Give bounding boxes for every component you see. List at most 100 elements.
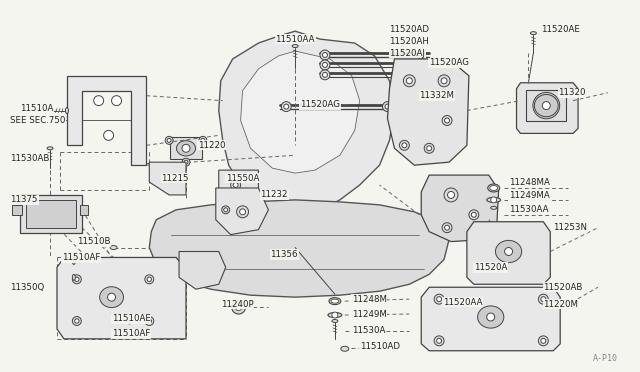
Circle shape <box>542 102 550 110</box>
Polygon shape <box>216 188 268 235</box>
Circle shape <box>199 137 207 144</box>
Text: 11520AD: 11520AD <box>390 25 429 34</box>
Text: 11510AD: 11510AD <box>360 342 400 351</box>
Circle shape <box>399 140 410 150</box>
Text: 11520AB: 11520AB <box>543 283 582 292</box>
Ellipse shape <box>328 312 342 318</box>
Ellipse shape <box>341 346 349 351</box>
Text: 11375: 11375 <box>10 195 38 204</box>
Circle shape <box>320 60 330 70</box>
Text: 11520AJ: 11520AJ <box>390 48 426 58</box>
Circle shape <box>487 313 495 321</box>
Circle shape <box>504 247 513 256</box>
Circle shape <box>538 294 548 304</box>
Circle shape <box>442 223 452 232</box>
Circle shape <box>196 264 202 270</box>
Circle shape <box>182 144 190 152</box>
Text: 11510AF: 11510AF <box>62 253 100 262</box>
Circle shape <box>75 319 79 323</box>
Circle shape <box>165 137 173 144</box>
Text: 11530A: 11530A <box>352 326 385 336</box>
Text: 11215: 11215 <box>161 174 189 183</box>
Circle shape <box>323 73 328 77</box>
Circle shape <box>237 206 248 218</box>
Ellipse shape <box>534 94 558 117</box>
Ellipse shape <box>495 240 522 263</box>
Text: 11510B: 11510B <box>77 237 110 246</box>
Ellipse shape <box>491 206 497 209</box>
Circle shape <box>235 304 242 311</box>
Polygon shape <box>179 251 226 289</box>
Circle shape <box>444 188 458 202</box>
Text: 11240P: 11240P <box>221 299 253 309</box>
Text: 11510AF: 11510AF <box>111 329 150 339</box>
Text: 11248M: 11248M <box>352 295 387 304</box>
Polygon shape <box>387 59 469 165</box>
Ellipse shape <box>292 45 298 48</box>
Circle shape <box>403 75 415 87</box>
Ellipse shape <box>329 298 341 305</box>
Circle shape <box>402 143 407 148</box>
Circle shape <box>221 206 230 214</box>
Circle shape <box>182 158 190 166</box>
Polygon shape <box>421 175 499 241</box>
Polygon shape <box>67 76 147 165</box>
Text: 11510AE: 11510AE <box>111 314 150 324</box>
Polygon shape <box>219 31 394 215</box>
Ellipse shape <box>72 274 76 280</box>
Ellipse shape <box>533 92 560 119</box>
Circle shape <box>406 78 412 84</box>
Circle shape <box>184 160 188 164</box>
Circle shape <box>233 183 238 187</box>
Circle shape <box>434 336 444 346</box>
Circle shape <box>244 196 253 204</box>
Bar <box>469 301 513 333</box>
Circle shape <box>332 312 338 318</box>
Bar <box>487 235 531 267</box>
Polygon shape <box>149 162 186 195</box>
Text: 11249M: 11249M <box>352 310 387 318</box>
Bar <box>26 200 76 228</box>
Circle shape <box>417 61 425 69</box>
Text: 11530AB: 11530AB <box>10 154 50 163</box>
Circle shape <box>201 138 205 142</box>
Circle shape <box>469 210 479 220</box>
Ellipse shape <box>65 108 68 113</box>
Text: 11249MA: 11249MA <box>509 192 549 201</box>
Polygon shape <box>467 222 550 284</box>
Circle shape <box>419 63 423 67</box>
Circle shape <box>541 296 546 302</box>
Text: 11220M: 11220M <box>543 299 579 309</box>
Circle shape <box>230 180 241 190</box>
Polygon shape <box>219 170 259 210</box>
Polygon shape <box>241 51 360 173</box>
Circle shape <box>147 319 152 323</box>
Circle shape <box>320 50 330 60</box>
Text: 11550A: 11550A <box>226 174 259 183</box>
Circle shape <box>93 96 104 106</box>
Text: 11332M: 11332M <box>419 91 454 100</box>
Ellipse shape <box>531 32 536 35</box>
Bar <box>92 282 131 312</box>
Ellipse shape <box>128 318 131 324</box>
Text: 11510A: 11510A <box>20 104 54 113</box>
Bar <box>170 137 202 159</box>
Ellipse shape <box>488 184 500 192</box>
Polygon shape <box>57 257 186 339</box>
Text: 11248MA: 11248MA <box>509 177 550 186</box>
Text: 11520AG: 11520AG <box>429 58 469 67</box>
Ellipse shape <box>490 186 498 190</box>
Circle shape <box>436 296 442 302</box>
Polygon shape <box>149 200 449 297</box>
Circle shape <box>419 73 423 77</box>
Circle shape <box>147 277 152 282</box>
Circle shape <box>111 96 122 106</box>
Ellipse shape <box>100 287 124 308</box>
Circle shape <box>447 192 454 198</box>
Text: 11520AH: 11520AH <box>390 36 429 46</box>
Ellipse shape <box>110 246 117 250</box>
Polygon shape <box>421 287 560 351</box>
Circle shape <box>323 52 328 57</box>
Circle shape <box>438 75 450 87</box>
Circle shape <box>427 146 431 151</box>
